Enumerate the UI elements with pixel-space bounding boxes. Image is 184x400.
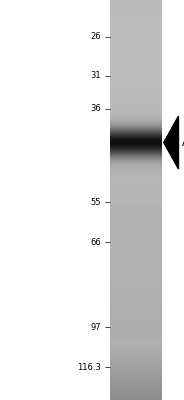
Text: 26: 26 [91, 32, 101, 41]
Text: 31: 31 [91, 71, 101, 80]
Text: Actin: Actin [182, 138, 184, 148]
Text: 97: 97 [91, 323, 101, 332]
Polygon shape [164, 116, 178, 169]
Text: 116.3: 116.3 [77, 363, 101, 372]
Text: 66: 66 [91, 238, 101, 247]
Text: 36: 36 [91, 104, 101, 113]
Text: 55: 55 [91, 198, 101, 206]
